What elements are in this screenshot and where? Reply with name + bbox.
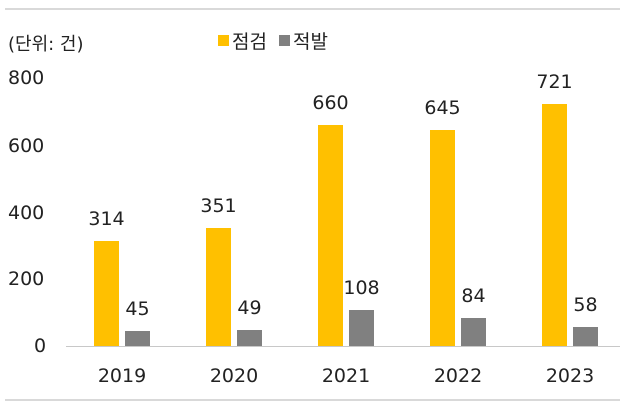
data-label: 58	[573, 294, 598, 316]
x-tick: 2021	[321, 365, 371, 387]
bar-inspection	[318, 125, 343, 346]
bar-detection	[349, 310, 374, 346]
data-label: 721	[536, 71, 573, 93]
bottom-rule	[5, 399, 620, 401]
bar-inspection	[430, 130, 455, 346]
bar-detection	[237, 330, 262, 346]
data-label: 49	[237, 297, 262, 319]
bar-detection	[125, 331, 150, 346]
unit-label: (단위: 건)	[8, 34, 84, 55]
y-tick: 800	[8, 67, 45, 89]
legend-label: 점검	[232, 31, 267, 53]
y-tick: 200	[8, 268, 45, 290]
legend: 점검 적발	[218, 27, 340, 54]
legend-item-detection: 적발	[278, 27, 328, 54]
data-label: 645	[424, 97, 461, 119]
legend-swatch-gray-icon	[278, 35, 290, 46]
x-tick: 2019	[97, 365, 147, 387]
data-label: 108	[343, 277, 380, 299]
data-label: 45	[125, 298, 150, 320]
bar-detection	[573, 327, 598, 346]
x-tick: 2022	[433, 365, 483, 387]
bar-inspection	[94, 241, 119, 346]
data-label: 660	[312, 92, 349, 114]
legend-label: 적발	[292, 31, 328, 53]
data-label: 351	[200, 195, 237, 217]
y-tick: 0	[34, 335, 47, 357]
bar-inspection	[206, 228, 231, 346]
bar-detection	[461, 318, 486, 346]
legend-swatch-yellow-icon	[218, 35, 229, 46]
x-axis-line	[66, 346, 620, 347]
y-tick: 400	[8, 202, 45, 224]
top-rule	[5, 8, 620, 10]
data-label: 84	[461, 285, 486, 307]
y-tick: 600	[8, 135, 45, 157]
data-label: 314	[88, 208, 125, 230]
x-tick: 2023	[545, 365, 595, 387]
bar-inspection	[542, 104, 567, 346]
legend-item-inspection: 점검	[218, 27, 267, 54]
x-tick: 2020	[209, 365, 259, 387]
